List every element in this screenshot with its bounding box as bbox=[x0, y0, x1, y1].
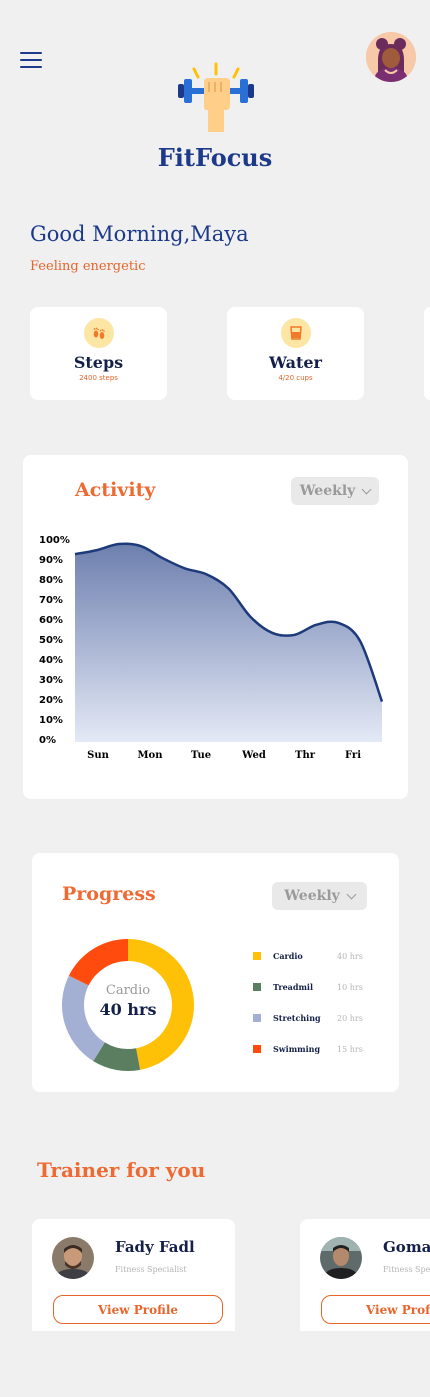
activity-area-fill bbox=[75, 543, 382, 742]
view-profile-button[interactable]: View Profile bbox=[53, 1295, 223, 1324]
y-tick-label: 0% bbox=[39, 735, 56, 746]
progress-title: Progress bbox=[62, 883, 156, 905]
y-tick-label: 100% bbox=[39, 535, 70, 546]
chevron-down-icon bbox=[346, 889, 357, 899]
x-tick-label: Sun bbox=[87, 750, 109, 761]
progress-legend: Cardio 40 hrs Treadmil 10 hrs Stretching 20 h… bbox=[253, 950, 363, 1055]
donut-slice-stretching bbox=[61, 975, 105, 1062]
legend-value: 10 hrs bbox=[337, 982, 363, 992]
stat-card-partial[interactable] bbox=[424, 307, 430, 400]
legend-item: Treadmil 10 hrs bbox=[253, 981, 363, 993]
legend-value: 20 hrs bbox=[337, 1013, 363, 1023]
legend-item: Stretching 20 hrs bbox=[253, 1012, 363, 1024]
progress-donut-chart bbox=[61, 939, 195, 1071]
water-card[interactable]: Water 4/20 cups bbox=[227, 307, 364, 400]
x-tick-label: Tue bbox=[191, 750, 211, 761]
y-tick-label: 10% bbox=[39, 715, 63, 726]
stat-value: 4/20 cups bbox=[278, 374, 313, 382]
user-avatar[interactable] bbox=[366, 32, 416, 82]
y-tick-label: 80% bbox=[39, 575, 63, 586]
hamburger-menu-icon[interactable] bbox=[20, 52, 42, 68]
footprints-icon bbox=[83, 318, 114, 348]
y-tick-label: 30% bbox=[39, 675, 63, 686]
x-tick-label: Fri bbox=[345, 750, 361, 761]
donut-center-value: 40 hrs bbox=[99, 1000, 157, 1019]
progress-period-dropdown[interactable]: Weekly bbox=[272, 882, 367, 910]
donut-slice-treadmil bbox=[93, 1042, 141, 1071]
mood-status: Feeling energetic bbox=[30, 259, 146, 274]
legend-swatch bbox=[253, 1045, 261, 1053]
x-tick-label: Wed bbox=[241, 750, 266, 761]
y-tick-label: 70% bbox=[39, 595, 63, 606]
activity-panel: Activity Weekly 100% 90% 80% 70% 60% 50% 40% 30… bbox=[23, 455, 408, 799]
water-glass-icon bbox=[280, 318, 311, 348]
app-brand-name: FitFocus bbox=[157, 143, 273, 172]
legend-value: 40 hrs bbox=[337, 951, 363, 961]
fist-dumbbell-icon bbox=[176, 62, 256, 136]
x-tick-label: Mon bbox=[137, 750, 163, 761]
stat-title: Water bbox=[269, 353, 322, 372]
trainer-photo bbox=[320, 1237, 362, 1279]
stat-title: Steps bbox=[73, 353, 124, 372]
dropdown-value: Weekly bbox=[284, 888, 340, 904]
trainer-card[interactable]: Fady Fadl Fitness Specialist View Profil… bbox=[32, 1219, 235, 1331]
trainer-photo bbox=[52, 1237, 94, 1279]
legend-item: Cardio 40 hrs bbox=[253, 950, 363, 962]
greeting-title: Good Morning,Maya bbox=[30, 222, 249, 246]
dropdown-value: Weekly bbox=[299, 483, 356, 499]
donut-slice-cardio bbox=[128, 939, 195, 1070]
activity-series-line bbox=[74, 542, 384, 703]
trainer-card[interactable]: Gomaa Fitness Specialist View Profile bbox=[300, 1219, 430, 1331]
progress-panel: Progress Weekly Cardio 40 hrs Cardio 40 h… bbox=[32, 853, 399, 1092]
trainer-role: Fitness Specialist bbox=[383, 1265, 430, 1274]
y-tick-label: 40% bbox=[39, 655, 63, 666]
y-tick-label: 60% bbox=[39, 615, 63, 626]
trainer-name: Fady Fadl bbox=[115, 1238, 195, 1256]
y-tick-label: 90% bbox=[39, 555, 63, 566]
y-tick-label: 50% bbox=[39, 635, 63, 646]
trainer-role: Fitness Specialist bbox=[115, 1265, 187, 1274]
legend-swatch bbox=[253, 952, 261, 960]
legend-swatch bbox=[253, 1014, 261, 1022]
legend-label: Cardio bbox=[273, 951, 303, 961]
view-profile-button[interactable]: View Profile bbox=[321, 1295, 430, 1324]
donut-slice-swimming bbox=[68, 939, 128, 986]
trainer-name: Gomaa bbox=[383, 1238, 430, 1256]
activity-title: Activity bbox=[75, 479, 156, 501]
donut-center-label: Cardio bbox=[105, 983, 151, 998]
legend-label: Stretching bbox=[273, 1013, 321, 1023]
activity-chart: 100% 90% 80% 70% 60% 50% 40% 30% 20% 10% 0% Sun Mon T… bbox=[39, 535, 384, 761]
legend-swatch bbox=[253, 983, 261, 991]
steps-card[interactable]: Steps 2400 steps bbox=[30, 307, 167, 400]
legend-value: 15 hrs bbox=[337, 1044, 363, 1054]
activity-period-dropdown[interactable]: Weekly bbox=[291, 477, 379, 505]
x-tick-label: Thr bbox=[295, 750, 316, 761]
legend-item: Swimming 15 hrs bbox=[253, 1043, 363, 1055]
trainers-section-title: Trainer for you bbox=[37, 1158, 206, 1182]
stat-value: 2400 steps bbox=[79, 374, 118, 382]
y-tick-label: 20% bbox=[39, 695, 63, 706]
legend-label: Swimming bbox=[273, 1044, 321, 1054]
legend-label: Treadmil bbox=[273, 982, 313, 992]
